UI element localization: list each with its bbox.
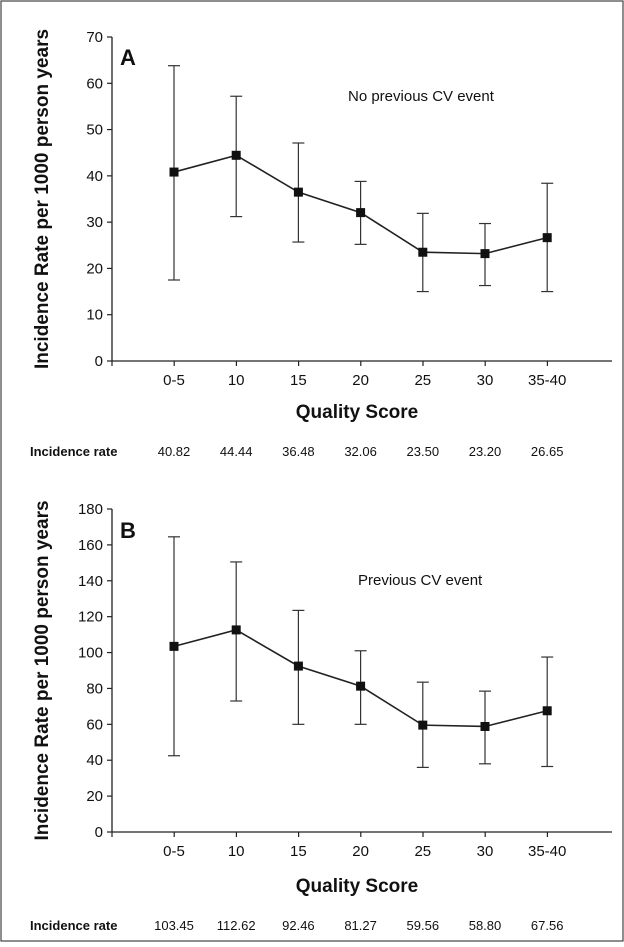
panel-a-incidence-label: Incidence rate	[30, 444, 117, 459]
panel-a-y-tick-label: 10	[86, 307, 103, 324]
panel-b-y-tick-label: 0	[95, 824, 103, 841]
panel-b-letter: B	[120, 518, 136, 543]
panel-a-x-tick-label: 10	[228, 372, 245, 389]
panel-a-data-point	[542, 233, 552, 243]
panel-b-incidence-value: 59.56	[407, 918, 440, 933]
panel-a-y-tick-label: 50	[86, 122, 103, 139]
panel-b-data-point	[293, 661, 303, 671]
panel-a-data-point	[356, 208, 366, 218]
panel-a-y-tick-label: 40	[86, 168, 103, 185]
panel-a-x-tick-label: 35-40	[528, 372, 566, 389]
panel-b-x-tick-label: 0-5	[163, 843, 185, 860]
panel-a-x-tick-label: 25	[414, 372, 431, 389]
panel-b-y-tick-label: 40	[86, 752, 103, 769]
panel-b-y-tick-label: 140	[78, 573, 103, 590]
panel-b-x-tick-label: 25	[414, 843, 431, 860]
panel-b-x-tick-label: 10	[228, 843, 245, 860]
panel-a-y-tick-label: 70	[86, 29, 103, 46]
panel-b-x-tick-label: 15	[290, 843, 307, 860]
panel-b-x-tick-label: 20	[352, 843, 369, 860]
panel-a-data-point	[231, 150, 241, 160]
panel-b-data-point	[480, 721, 490, 731]
panel-b-incidence-value: 92.46	[282, 918, 315, 933]
panel-b-y-tick-label: 180	[78, 501, 103, 518]
panel-b-incidence-value: 112.62	[217, 918, 256, 933]
panel-a-data-point	[418, 247, 428, 257]
panel-b-y-tick-label: 60	[86, 716, 103, 733]
panel-a-incidence-value: 36.48	[282, 444, 315, 459]
panel-a-y-tick-label: 0	[95, 353, 103, 370]
panel-a-x-tick-label: 20	[352, 372, 369, 389]
panel-a-incidence-value: 44.44	[220, 444, 253, 459]
panel-b-incidence-value: 103.45	[154, 918, 194, 933]
panel-a-annotation: No previous CV event	[348, 88, 495, 105]
panel-a-incidence-value: 23.20	[469, 444, 502, 459]
panel-a-x-axis-label: Quality Score	[296, 402, 419, 423]
panel-b-y-tick-label: 160	[78, 537, 103, 554]
panel-b-data-point	[169, 641, 179, 651]
panel-a-x-tick-label: 15	[290, 372, 307, 389]
panel-b-data-point	[231, 625, 241, 635]
panel-b-data-point	[542, 706, 552, 716]
panel-b-y-axis-label: Incidence Rate per 1000 person years	[32, 500, 53, 840]
panel-b-data-point	[418, 720, 428, 730]
panel-b-y-tick-label: 20	[86, 788, 103, 805]
panel-a-incidence-value: 26.65	[531, 444, 564, 459]
panel-b-incidence-value: 67.56	[531, 918, 564, 933]
panel-b-x-axis-label: Quality Score	[296, 876, 419, 897]
panel-a-data-point	[169, 167, 179, 177]
panel-b-x-tick-label: 30	[477, 843, 494, 860]
panel-b-y-tick-label: 120	[78, 609, 103, 626]
panel-a-y-tick-label: 30	[86, 214, 103, 231]
panel-a-incidence-value: 32.06	[344, 444, 377, 459]
panel-a-x-tick-label: 0-5	[163, 372, 185, 389]
panel-b-annotation: Previous CV event	[358, 572, 483, 589]
panel-b-y-tick-label: 80	[86, 680, 103, 697]
panel-a-data-point	[480, 249, 490, 259]
panel-a-y-axis-label: Incidence Rate per 1000 person years	[32, 29, 53, 369]
panel-b-incidence-label: Incidence rate	[30, 918, 117, 933]
panel-a-incidence-value: 23.50	[407, 444, 440, 459]
panel-a-x-tick-label: 30	[477, 372, 494, 389]
panel-b-data-point	[356, 681, 366, 691]
panel-a-letter: A	[120, 45, 136, 70]
panel-b-y-tick-label: 100	[78, 645, 103, 662]
panel-b-incidence-value: 81.27	[344, 918, 377, 933]
panel-a-y-tick-label: 20	[86, 260, 103, 277]
panel-a-y-tick-label: 60	[86, 75, 103, 92]
panel-a-incidence-value: 40.82	[158, 444, 191, 459]
panel-b-incidence-value: 58.80	[469, 918, 502, 933]
panel-b-x-tick-label: 35-40	[528, 843, 566, 860]
panel-a-data-point	[293, 187, 303, 197]
